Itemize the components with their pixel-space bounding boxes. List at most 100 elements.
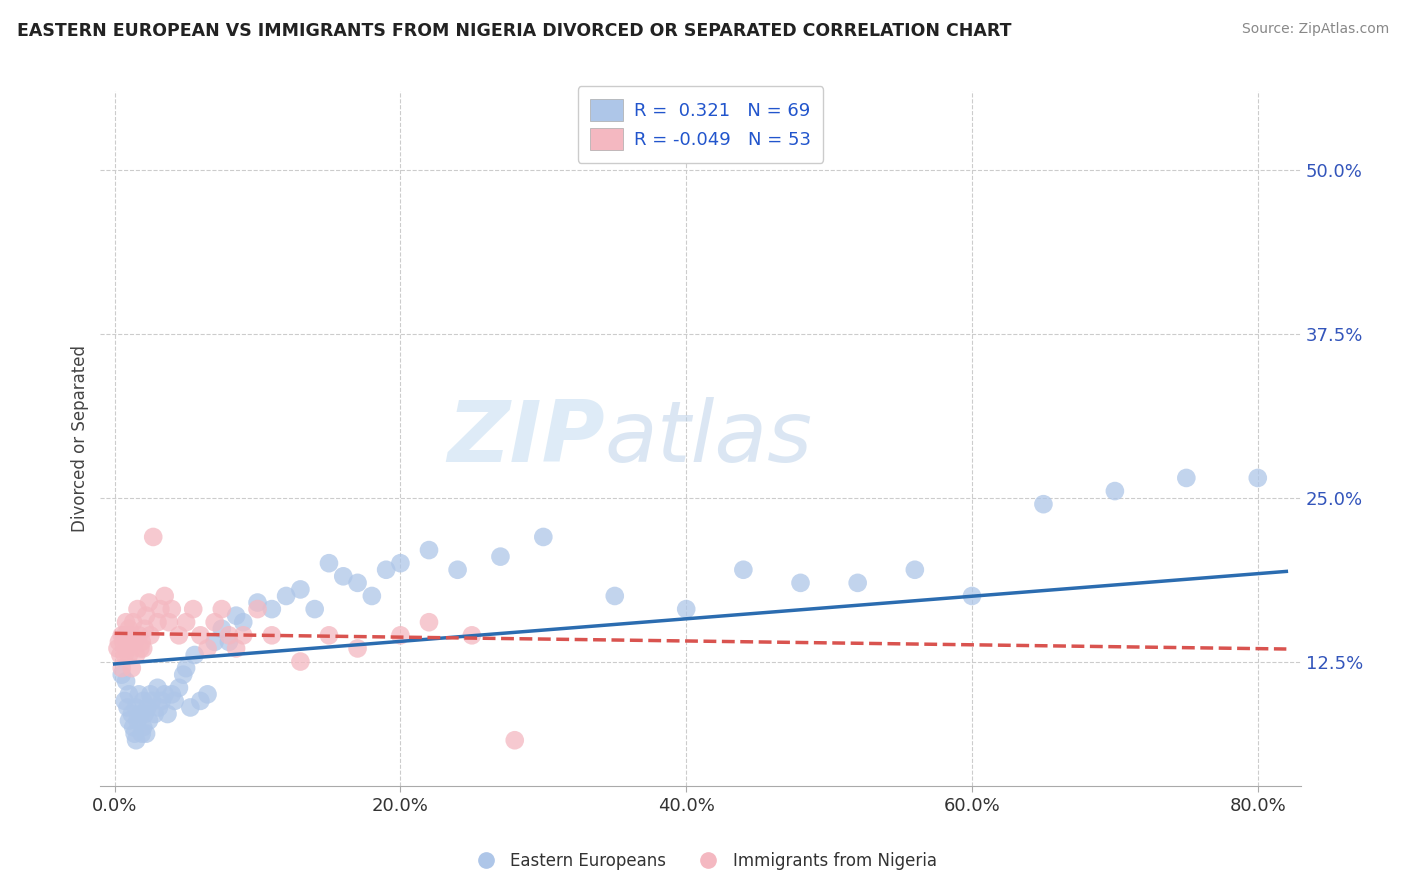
Point bbox=[111, 667, 134, 681]
Point bbox=[122, 720, 145, 734]
Point bbox=[111, 661, 134, 675]
Point bbox=[375, 563, 398, 577]
Point bbox=[531, 530, 554, 544]
Point bbox=[197, 641, 219, 656]
Point bbox=[225, 641, 247, 656]
Point bbox=[181, 602, 204, 616]
Legend: Eastern Europeans, Immigrants from Nigeria: Eastern Europeans, Immigrants from Niger… bbox=[463, 846, 943, 877]
Point bbox=[115, 674, 138, 689]
Point bbox=[163, 694, 186, 708]
Point bbox=[1104, 484, 1126, 499]
Point bbox=[131, 727, 153, 741]
Point bbox=[218, 635, 240, 649]
Point bbox=[135, 608, 157, 623]
Point bbox=[117, 700, 139, 714]
Point bbox=[1247, 471, 1270, 485]
Point bbox=[124, 727, 146, 741]
Point bbox=[179, 700, 201, 714]
Point bbox=[960, 589, 983, 603]
Point bbox=[346, 641, 368, 656]
Point bbox=[132, 720, 155, 734]
Point bbox=[134, 622, 156, 636]
Point bbox=[174, 615, 197, 630]
Point bbox=[115, 615, 138, 630]
Text: EASTERN EUROPEAN VS IMMIGRANTS FROM NIGERIA DIVORCED OR SEPARATED CORRELATION CH: EASTERN EUROPEAN VS IMMIGRANTS FROM NIGE… bbox=[17, 22, 1011, 40]
Point bbox=[675, 602, 697, 616]
Point bbox=[114, 694, 136, 708]
Point bbox=[125, 733, 148, 747]
Point bbox=[318, 556, 340, 570]
Point bbox=[304, 602, 326, 616]
Point bbox=[146, 615, 169, 630]
Point bbox=[143, 706, 166, 721]
Point bbox=[789, 575, 811, 590]
Point bbox=[115, 641, 138, 656]
Point bbox=[141, 694, 163, 708]
Point bbox=[112, 635, 135, 649]
Point bbox=[136, 700, 159, 714]
Point bbox=[125, 648, 148, 662]
Point bbox=[127, 602, 149, 616]
Point bbox=[389, 556, 412, 570]
Point bbox=[120, 635, 142, 649]
Text: ZIP: ZIP bbox=[447, 397, 605, 480]
Point bbox=[503, 733, 526, 747]
Point bbox=[146, 681, 169, 695]
Point bbox=[129, 706, 152, 721]
Legend: R =  0.321   N = 69, R = -0.049   N = 53: R = 0.321 N = 69, R = -0.049 N = 53 bbox=[578, 87, 824, 162]
Point bbox=[332, 569, 354, 583]
Point bbox=[197, 687, 219, 701]
Point bbox=[138, 714, 160, 728]
Point bbox=[190, 694, 212, 708]
Point bbox=[118, 648, 141, 662]
Point bbox=[290, 655, 312, 669]
Point bbox=[489, 549, 512, 564]
Point bbox=[246, 602, 269, 616]
Point bbox=[211, 622, 233, 636]
Point bbox=[118, 687, 141, 701]
Point bbox=[418, 543, 440, 558]
Point bbox=[183, 648, 205, 662]
Point bbox=[121, 628, 143, 642]
Point bbox=[129, 641, 152, 656]
Point bbox=[132, 694, 155, 708]
Point bbox=[260, 628, 283, 642]
Point bbox=[232, 628, 254, 642]
Point bbox=[138, 595, 160, 609]
Point bbox=[461, 628, 484, 642]
Point bbox=[274, 589, 297, 603]
Point bbox=[135, 727, 157, 741]
Point bbox=[150, 694, 173, 708]
Text: atlas: atlas bbox=[605, 397, 813, 480]
Point bbox=[148, 700, 170, 714]
Point bbox=[157, 615, 180, 630]
Point bbox=[204, 615, 226, 630]
Point bbox=[603, 589, 626, 603]
Point bbox=[114, 648, 136, 662]
Point bbox=[153, 687, 176, 701]
Point bbox=[733, 563, 755, 577]
Point bbox=[156, 706, 179, 721]
Point bbox=[218, 628, 240, 642]
Point bbox=[246, 595, 269, 609]
Point bbox=[142, 530, 165, 544]
Text: Source: ZipAtlas.com: Source: ZipAtlas.com bbox=[1241, 22, 1389, 37]
Point bbox=[346, 575, 368, 590]
Point bbox=[225, 608, 247, 623]
Point bbox=[132, 641, 155, 656]
Point bbox=[160, 602, 183, 616]
Point bbox=[190, 628, 212, 642]
Point bbox=[446, 563, 468, 577]
Point bbox=[139, 628, 162, 642]
Point bbox=[121, 661, 143, 675]
Point bbox=[127, 714, 149, 728]
Point bbox=[139, 687, 162, 701]
Point bbox=[110, 648, 132, 662]
Point bbox=[134, 706, 156, 721]
Point bbox=[1175, 471, 1198, 485]
Point bbox=[167, 628, 190, 642]
Point bbox=[124, 635, 146, 649]
Point bbox=[418, 615, 440, 630]
Point bbox=[153, 589, 176, 603]
Point bbox=[114, 628, 136, 642]
